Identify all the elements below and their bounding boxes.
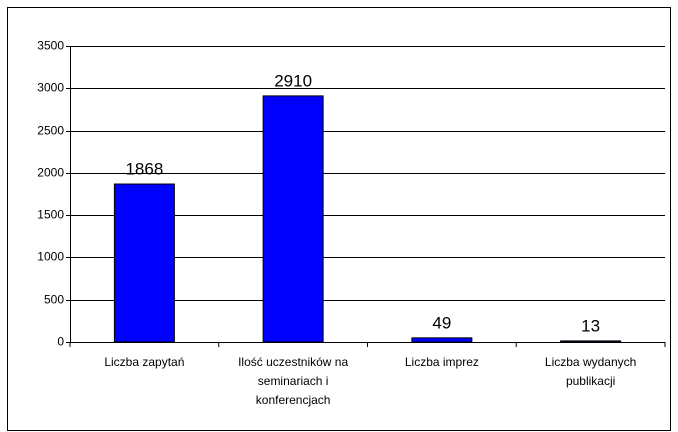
y-tick-label: 1000 (37, 250, 64, 264)
x-tick-label-box: Ilość uczestników na seminariach i konfe… (238, 355, 349, 407)
y-tick-label: 3500 (37, 39, 64, 53)
y-tick-label: 2000 (37, 166, 64, 180)
value-label: 2910 (274, 71, 312, 90)
value-label: 49 (432, 313, 451, 332)
value-label: 1868 (125, 160, 163, 179)
x-tick-label-box: Liczba wydanych publikacji (544, 355, 637, 388)
x-tick-label: Liczba imprez (404, 355, 479, 369)
bar (113, 183, 175, 343)
x-tick-label: Liczba wydanych publikacji (544, 355, 637, 388)
bar (560, 340, 622, 343)
x-tick-label-box: Liczba zapytań (104, 355, 185, 369)
value-label: 13 (581, 316, 600, 335)
y-tick-label: 3000 (37, 81, 64, 95)
bar (411, 337, 473, 343)
x-tick-label: Liczba zapytań (104, 355, 185, 369)
bar (262, 95, 324, 343)
y-tick-label: 2500 (37, 124, 64, 138)
y-tick-label: 0 (57, 335, 64, 349)
y-tick-label: 1500 (37, 208, 64, 222)
x-tick-label-box: Liczba imprez (404, 355, 479, 369)
x-tick-label: Ilość uczestników na seminariach i konfe… (238, 355, 349, 407)
y-tick-label: 500 (44, 293, 64, 307)
